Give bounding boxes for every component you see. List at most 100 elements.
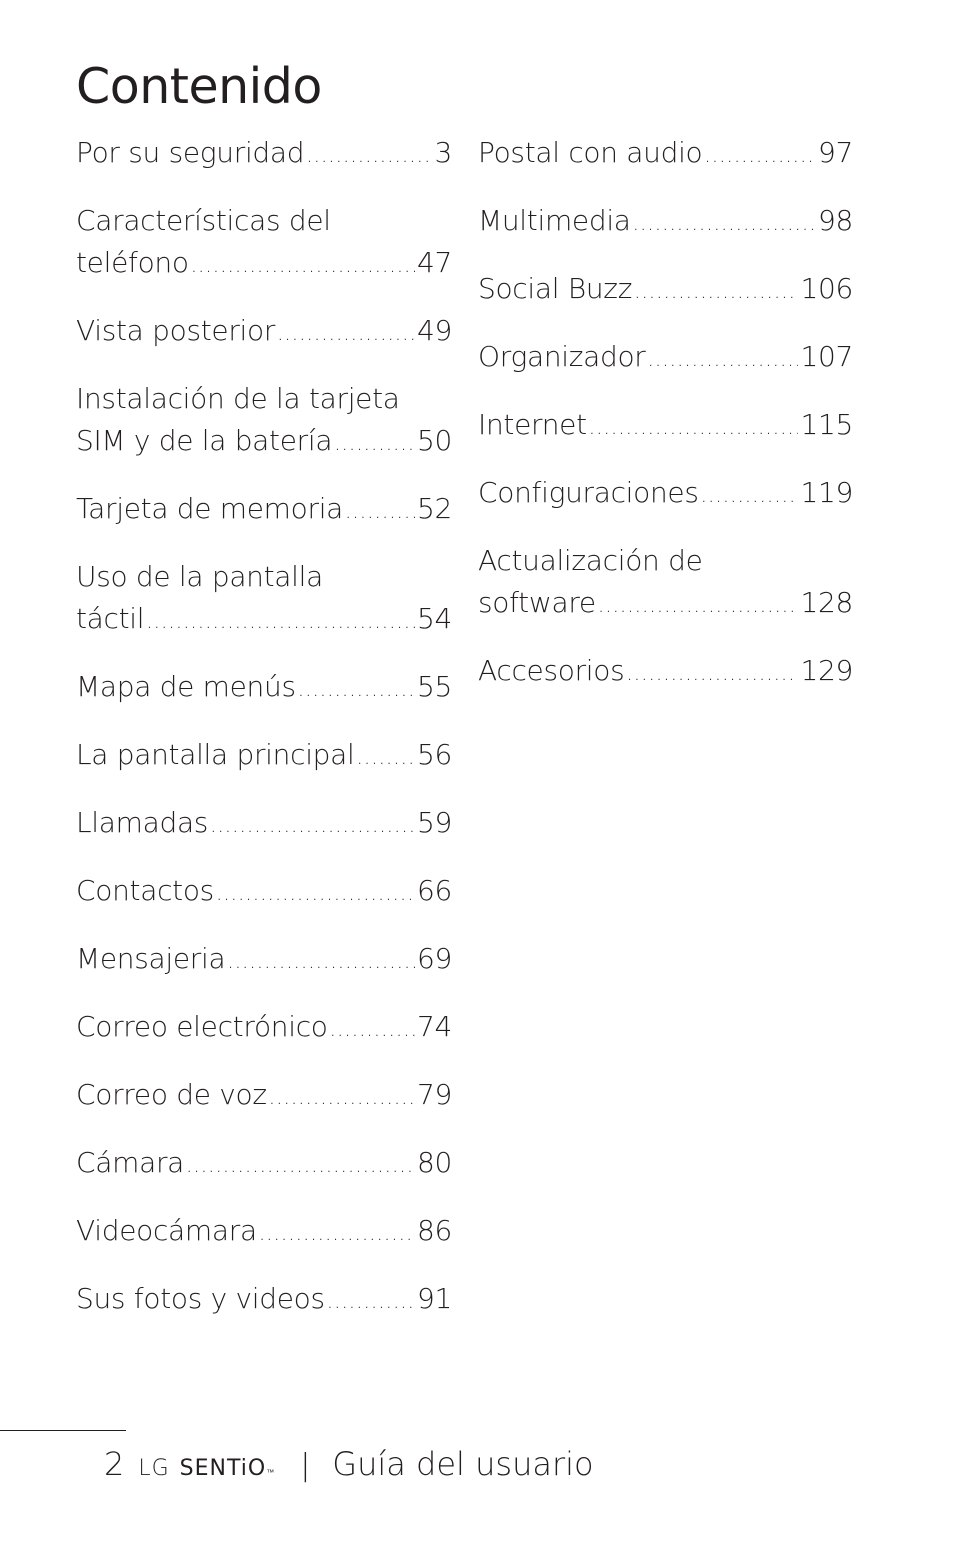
toc-entry[interactable]: Instalación de la tarjeta SIM y de la bat… (76, 378, 452, 462)
toc-entry-title: Llamadas (76, 806, 209, 839)
toc-entry-title: Mensajeria (76, 942, 226, 975)
toc-entry[interactable]: Tarjeta de memoria 52 (76, 488, 452, 530)
toc-entry-line: Tarjeta de memoria 52 (76, 488, 452, 530)
footer-rule (0, 1430, 126, 1431)
toc-entry[interactable]: Internet 115 (478, 404, 853, 446)
toc-entry[interactable]: La pantalla principal 56 (76, 734, 452, 776)
toc-entry[interactable]: Accesorios 129 (478, 650, 853, 692)
dot-leader (259, 1212, 415, 1254)
toc-entry-line: Organizador 107 (478, 336, 853, 378)
toc-entry[interactable]: Social Buzz 106 (478, 268, 853, 310)
dot-leader (330, 1008, 415, 1050)
toc-left-column: Por su seguridad 3 Características del telé… (76, 132, 452, 1346)
dot-leader (634, 270, 798, 312)
toc-entry[interactable]: Actualización de software 128 (478, 540, 853, 624)
brand-model: SENTiO (179, 1456, 267, 1481)
toc-entry-line: Cámara 80 (76, 1142, 452, 1184)
dot-leader (227, 940, 415, 982)
toc-entry-page: 128 (800, 586, 853, 619)
toc-entry-line: Llamadas 59 (76, 802, 452, 844)
toc-entry[interactable]: Multimedia 98 (478, 200, 853, 242)
toc-entry-page: 107 (800, 340, 853, 373)
toc-entry-title: SIM y de la batería (76, 424, 333, 457)
toc-entry-line: Mapa de menús 55 (76, 666, 452, 708)
toc-entry-page: 49 (416, 314, 452, 347)
dot-leader (298, 668, 415, 710)
toc-entry[interactable]: Por su seguridad 3 (76, 132, 452, 174)
toc-entry-title: Postal con audio (478, 136, 703, 169)
toc-entry-line: Internet 115 (478, 404, 853, 446)
footer: 2 LG SENTiO ™ | Guía del usuario (104, 1445, 594, 1483)
toc-entry[interactable]: Contactos 66 (76, 870, 452, 912)
toc-entry[interactable]: Mapa de menús 55 (76, 666, 452, 708)
dot-leader (589, 406, 799, 448)
toc-entry-line: Social Buzz 106 (478, 268, 853, 310)
dot-leader (598, 584, 799, 626)
dot-leader (186, 1144, 415, 1186)
toc-entry-title: Accesorios (478, 654, 625, 687)
footer-separator: | (300, 1448, 311, 1483)
toc-entry-title: Organizador (478, 340, 646, 373)
toc-entry[interactable]: Vista posterior 49 (76, 310, 452, 352)
toc-entry-title: Multimedia (478, 204, 631, 237)
toc-entry-title: Internet (478, 408, 587, 441)
dot-leader (146, 600, 415, 642)
toc-entry-title: Características del (76, 204, 331, 237)
toc-entry[interactable]: Correo de voz 79 (76, 1074, 452, 1116)
toc-entry-page: 52 (416, 492, 452, 525)
toc-entry-line: Contactos 66 (76, 870, 452, 912)
toc-entry-line: Correo de voz 79 (76, 1074, 452, 1116)
dot-leader (216, 872, 415, 914)
toc-entry-page: 3 (434, 136, 452, 169)
brand-logo: LG SENTiO ™ (138, 1456, 274, 1481)
toc-entry-line: Multimedia 98 (478, 200, 853, 242)
toc-entry[interactable]: Características del teléfono 47 (76, 200, 452, 284)
toc-entry[interactable]: Videocámara 86 (76, 1210, 452, 1252)
guide-title: Guía del usuario (332, 1445, 594, 1483)
toc-entry-page: 59 (416, 806, 452, 839)
toc-entry-page: 54 (416, 602, 452, 635)
toc-entry-title: Actualización de (478, 544, 703, 577)
toc-entry[interactable]: Llamadas 59 (76, 802, 452, 844)
toc-entry-title: teléfono (76, 246, 189, 279)
toc-entry[interactable]: Cámara 80 (76, 1142, 452, 1184)
toc-entry[interactable]: Organizador 107 (478, 336, 853, 378)
toc-entry-page: 47 (416, 246, 452, 279)
brand-lg: LG (138, 1456, 170, 1481)
toc-entry-line: Instalación de la tarjeta (76, 378, 452, 420)
toc-entry-title: Contactos (76, 874, 214, 907)
toc-entry-line: Accesorios 129 (478, 650, 853, 692)
toc-entry-page: 66 (416, 874, 452, 907)
toc-entry-line: SIM y de la batería 50 (76, 420, 452, 462)
toc-entry-title: Correo electrónico (76, 1010, 328, 1043)
toc-entry-page: 69 (416, 942, 452, 975)
toc-entry[interactable]: Configuraciones 119 (478, 472, 853, 514)
toc-entry-line: Por su seguridad 3 (76, 132, 452, 174)
trademark: ™ (266, 1468, 275, 1477)
toc-entry-title: software (478, 586, 596, 619)
toc-entry-line: teléfono 47 (76, 242, 452, 284)
toc-entry-title: Por su seguridad (76, 136, 305, 169)
toc-entry-page: 97 (817, 136, 853, 169)
toc-entry-title: Instalación de la tarjeta (76, 382, 400, 415)
toc-entry[interactable]: Postal con audio 97 (478, 132, 853, 174)
toc-entry-title: La pantalla principal (76, 738, 355, 771)
toc-entry-line: Videocámara 86 (76, 1210, 452, 1252)
dot-leader (357, 736, 415, 778)
toc-right-column: Postal con audio 97 Multimedia 98 Social Buz… (478, 132, 853, 718)
dot-leader (648, 338, 799, 380)
toc-entry-line: Uso de la pantalla (76, 556, 452, 598)
toc-entry-line: Mensajeria 69 (76, 938, 452, 980)
toc-entry-title: Tarjeta de memoria (76, 492, 344, 525)
toc-entry[interactable]: Sus fotos y videos 91 (76, 1278, 452, 1320)
page-title: Contenido (76, 58, 322, 115)
toc-entry-line: Características del (76, 200, 452, 242)
toc-entry-page: 115 (800, 408, 853, 441)
toc-entry-page: 80 (416, 1146, 452, 1179)
toc-entry[interactable]: Correo electrónico 74 (76, 1006, 452, 1048)
toc-entry-line: Configuraciones 119 (478, 472, 853, 514)
toc-entry[interactable]: Uso de la pantalla táctil 54 (76, 556, 452, 640)
dot-leader (306, 134, 432, 176)
toc-entry[interactable]: Mensajeria 69 (76, 938, 452, 980)
toc-entry-line: Sus fotos y videos 91 (76, 1278, 452, 1320)
